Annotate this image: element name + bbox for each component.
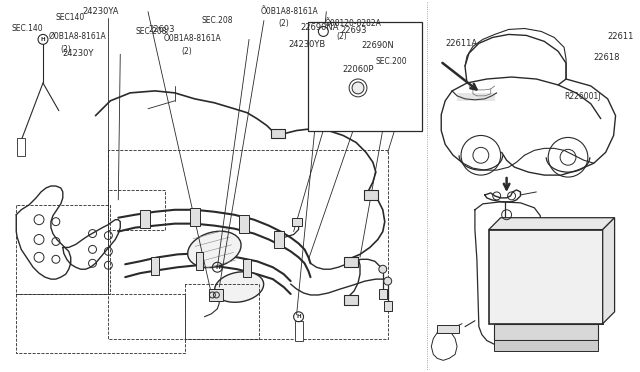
Bar <box>196 252 204 270</box>
Bar <box>437 325 459 333</box>
Bar <box>189 208 200 226</box>
Text: H: H <box>215 265 220 270</box>
Bar <box>319 56 327 76</box>
Bar <box>294 321 303 340</box>
Text: 24230YA: 24230YA <box>83 7 119 16</box>
Text: 22060P: 22060P <box>342 65 374 74</box>
Text: SEC.200: SEC.200 <box>376 57 408 66</box>
Text: SEC140: SEC140 <box>56 13 85 22</box>
Text: Ø0B1A8-8161A: Ø0B1A8-8161A <box>49 32 107 41</box>
Circle shape <box>352 82 364 94</box>
Text: Õ0B1A8-8161A: Õ0B1A8-8161A <box>164 34 221 43</box>
Bar <box>344 257 358 267</box>
Circle shape <box>384 277 392 285</box>
Bar <box>384 301 392 311</box>
Text: (2): (2) <box>61 45 72 54</box>
Text: SEC.208: SEC.208 <box>135 27 166 36</box>
Bar <box>209 289 223 301</box>
Text: H: H <box>321 29 326 34</box>
Text: (2): (2) <box>279 19 289 28</box>
Text: 22611: 22611 <box>607 32 634 41</box>
Text: 22693: 22693 <box>148 25 175 34</box>
Bar <box>292 218 301 226</box>
Text: Õ08120-8282A: Õ08120-8282A <box>324 19 381 28</box>
Ellipse shape <box>214 272 264 302</box>
Bar <box>308 22 422 131</box>
Bar <box>274 231 284 248</box>
Bar <box>140 210 150 228</box>
Bar <box>17 138 25 156</box>
Bar <box>379 289 387 299</box>
Bar <box>151 257 159 275</box>
Circle shape <box>379 265 387 273</box>
Text: 24230YB: 24230YB <box>289 40 326 49</box>
Bar <box>489 230 603 324</box>
Text: (2): (2) <box>182 47 193 56</box>
Text: H: H <box>41 37 45 42</box>
Text: 22618: 22618 <box>594 53 620 62</box>
Text: 22693: 22693 <box>340 26 367 35</box>
Ellipse shape <box>188 231 241 267</box>
Bar <box>239 215 249 232</box>
Text: Õ0B1A8-8161A: Õ0B1A8-8161A <box>261 7 319 16</box>
Text: (2): (2) <box>336 32 347 41</box>
Bar <box>364 190 378 200</box>
Polygon shape <box>603 218 614 324</box>
Bar <box>344 295 358 305</box>
Text: R226001J: R226001J <box>564 92 600 101</box>
Text: H: H <box>296 314 301 319</box>
Text: 22611A: 22611A <box>445 39 477 48</box>
Bar <box>271 129 285 138</box>
Text: SEC.208: SEC.208 <box>202 16 233 25</box>
Polygon shape <box>489 218 614 230</box>
Text: 24230Y: 24230Y <box>63 49 94 58</box>
Text: SEC.140: SEC.140 <box>12 24 43 33</box>
Bar <box>493 340 598 352</box>
Text: 22690NA: 22690NA <box>301 23 339 32</box>
Bar <box>493 324 598 340</box>
Text: 22690N: 22690N <box>361 41 394 50</box>
Bar <box>243 259 251 277</box>
